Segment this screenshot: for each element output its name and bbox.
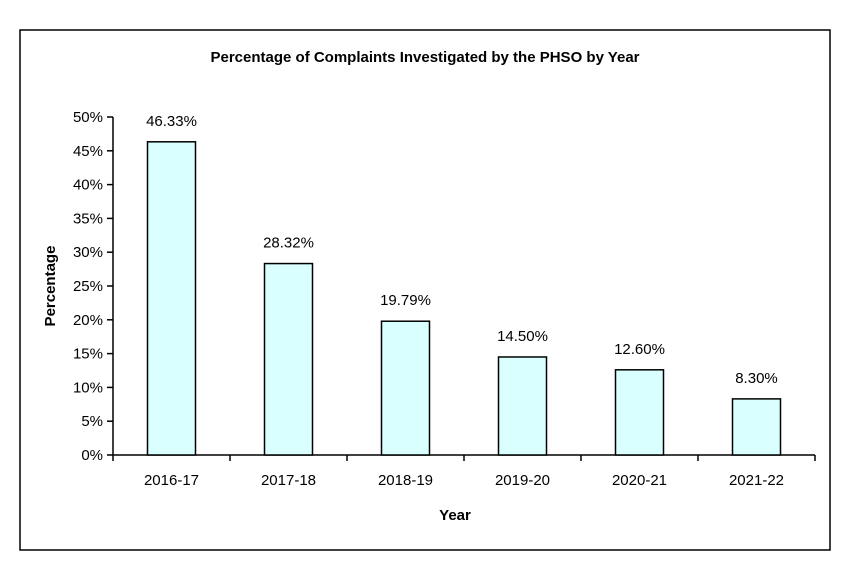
x-tick-label: 2018-19 (378, 472, 433, 489)
bar (380, 320, 431, 456)
bar (731, 398, 782, 456)
y-tick-label: 25% (73, 278, 103, 295)
x-tick-label: 2017-18 (261, 472, 316, 489)
y-tick-label: 5% (81, 413, 103, 430)
y-tick-label: 35% (73, 210, 103, 227)
y-tick-label: 45% (73, 143, 103, 160)
bar (614, 369, 665, 456)
data-label: 14.50% (497, 328, 548, 345)
x-tick-label: 2019-20 (495, 472, 550, 489)
bar (263, 262, 314, 456)
y-tick-label: 30% (73, 244, 103, 261)
x-tick-label: 2020-21 (612, 472, 667, 489)
data-label: 8.30% (735, 370, 778, 387)
data-label: 46.33% (146, 113, 197, 130)
data-label: 12.60% (614, 341, 665, 358)
bar (146, 141, 197, 456)
x-tick-label: 2021-22 (729, 472, 784, 489)
x-tick-label: 2016-17 (144, 472, 199, 489)
y-tick-label: 0% (81, 447, 103, 464)
y-tick-label: 15% (73, 346, 103, 363)
bar (497, 356, 548, 456)
data-label: 28.32% (263, 235, 314, 252)
y-tick-label: 10% (73, 379, 103, 396)
y-axis-label: Percentage (42, 246, 59, 327)
data-label: 19.79% (380, 292, 431, 309)
y-tick-label: 20% (73, 312, 103, 329)
y-tick-label: 40% (73, 177, 103, 194)
chart-title: Percentage of Complaints Investigated by… (210, 49, 639, 66)
y-tick-label: 50% (73, 109, 103, 126)
x-axis-label: Year (439, 507, 471, 524)
